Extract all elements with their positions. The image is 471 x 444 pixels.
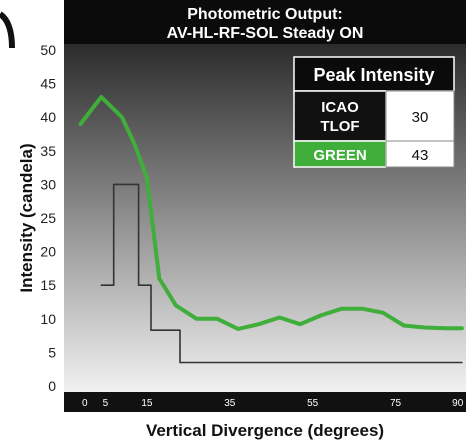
chart-title-line-1: Photometric Output: [187, 6, 343, 23]
y-tick-label: 30 [40, 176, 56, 192]
legend-row-icao-value-cell [385, 90, 455, 142]
y-tick-label: 25 [40, 210, 56, 226]
x-axis-label: Vertical Divergence (degrees) [146, 421, 384, 440]
x-axis-bar [64, 392, 466, 412]
y-axis-label: Intensity (candela) [17, 143, 36, 292]
y-tick-label: 40 [40, 109, 56, 125]
x-axis-ticks: 0 5 15 35 55 75 90 [82, 398, 464, 409]
legend: Peak Intensity ICAO TLOF 30 GREEN 43 [293, 56, 455, 168]
legend-row-green-value-cell [385, 140, 455, 168]
legend-row-green-value: 43 [412, 147, 429, 164]
y-tick-label: 0 [48, 378, 56, 394]
y-tick-label: 20 [40, 244, 56, 260]
x-tick-label: 35 [224, 398, 236, 409]
legend-header: Peak Intensity [313, 65, 434, 85]
legend-row-green-label: GREEN [313, 147, 366, 164]
x-tick-label: 75 [390, 398, 402, 409]
decorative-edge-arc [0, 11, 15, 49]
title-bar [64, 0, 466, 44]
legend-row-icao-label-line-1: ICAO [321, 99, 359, 116]
x-tick-label: 15 [141, 398, 153, 409]
legend-row-icao-label-line-2: TLOF [320, 118, 359, 135]
chart-title-line-2: AV-HL-RF-SOL Steady ON [167, 25, 364, 42]
series-layer [78, 95, 464, 364]
y-tick-label: 5 [48, 344, 56, 360]
x-tick-label: 5 [103, 398, 109, 409]
y-tick-label: 35 [40, 143, 56, 159]
legend-row-green-label-cell [293, 140, 387, 168]
y-tick-label: 10 [40, 311, 56, 327]
series-line-green [78, 95, 464, 331]
y-tick-label: 45 [40, 76, 56, 92]
legend-row-icao-value: 30 [412, 109, 429, 126]
x-tick-label: 0 [82, 398, 88, 409]
x-tick-label: 90 [452, 398, 464, 409]
y-axis-ticks: 0 5 10 15 20 25 30 35 40 45 50 [40, 42, 56, 394]
series-line-icao-tlof [100, 183, 463, 364]
x-tick-label: 55 [307, 398, 319, 409]
y-tick-label: 50 [40, 42, 56, 58]
y-tick-label: 15 [40, 277, 56, 293]
legend-header-cell [293, 56, 455, 92]
